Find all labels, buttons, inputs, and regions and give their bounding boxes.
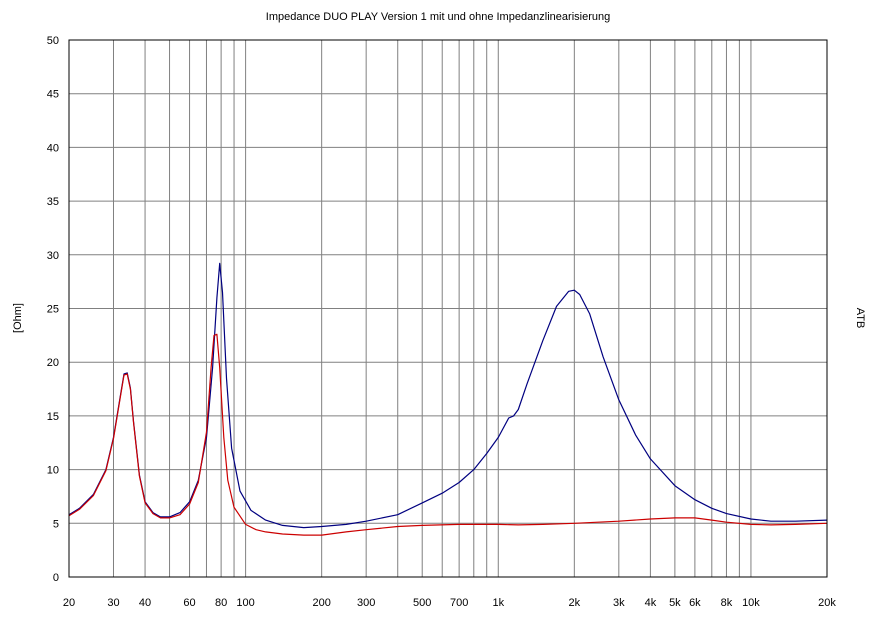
x-tick-label: 700 <box>450 597 468 609</box>
x-tick-label: 30 <box>107 597 119 609</box>
y-tick-label: 35 <box>47 196 59 208</box>
x-tick-label: 20 <box>63 597 75 609</box>
x-tick-label: 10k <box>742 597 760 609</box>
y-tick-label: 50 <box>47 35 59 47</box>
y-tick-label: 10 <box>47 465 59 477</box>
x-tick-label: 4k <box>645 597 657 609</box>
x-tick-label: 5k <box>669 597 681 609</box>
y-tick-label: 15 <box>47 411 59 423</box>
series-lines <box>68 262 828 536</box>
y-tick-label: 45 <box>47 89 59 101</box>
x-tick-label: 6k <box>689 597 701 609</box>
y-tick-label: 25 <box>47 304 59 316</box>
x-tick-label: 2k <box>569 597 581 609</box>
x-tick-label: 20k <box>818 597 836 609</box>
x-tick-label: 100 <box>236 597 254 609</box>
x-tick-label: 8k <box>721 597 733 609</box>
y-tick-label: 5 <box>53 518 59 530</box>
grid-lines <box>68 39 828 578</box>
chart-title: Impedance DUO PLAY Version 1 mit und ohn… <box>266 11 610 23</box>
right-side-label: ATB <box>854 308 866 329</box>
x-tick-label: 3k <box>613 597 625 609</box>
series-line-1 <box>68 262 828 529</box>
series-line-2 <box>68 333 828 536</box>
y-tick-label: 0 <box>53 572 59 584</box>
x-tick-label: 300 <box>357 597 375 609</box>
y-tick-label: 30 <box>47 250 59 262</box>
plot-frame <box>68 39 828 578</box>
x-tick-label: 80 <box>215 597 227 609</box>
y-tick-label: 20 <box>47 357 59 369</box>
tick-labels: 0 5 10 15 20 25 30 35 40 45 50 20 30 40 60 80 100 200 300 5… <box>47 35 837 609</box>
x-tick-label: 1k <box>492 597 504 609</box>
x-tick-label: 40 <box>139 597 151 609</box>
x-tick-label: 200 <box>312 597 330 609</box>
y-tick-label: 40 <box>47 142 59 154</box>
y-axis-label: [Ohm] <box>12 303 24 333</box>
x-tick-label: 60 <box>183 597 195 609</box>
x-tick-label: 500 <box>413 597 431 609</box>
